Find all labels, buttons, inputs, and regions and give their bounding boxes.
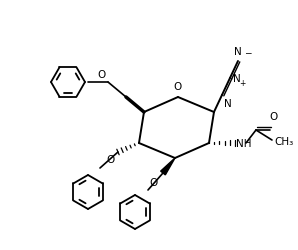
Text: O: O [150, 178, 158, 188]
Polygon shape [161, 158, 175, 175]
Text: O: O [98, 70, 106, 80]
Text: O: O [270, 112, 278, 122]
Text: O: O [107, 155, 115, 165]
Text: N: N [234, 47, 242, 57]
Text: O: O [174, 82, 182, 92]
Text: CH₃: CH₃ [274, 137, 293, 147]
Text: −: − [244, 48, 252, 57]
Text: +: + [239, 79, 245, 88]
Text: N: N [224, 99, 232, 109]
Text: N: N [233, 74, 241, 84]
Text: NH: NH [236, 139, 252, 149]
